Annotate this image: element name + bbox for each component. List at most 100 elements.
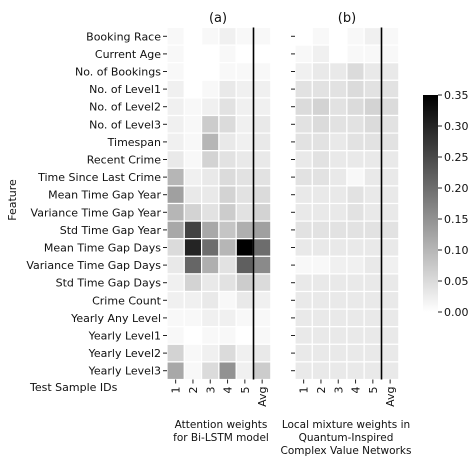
heatmap-cell-b-r17-c3 bbox=[346, 326, 365, 345]
heatmap-cell-a-r17-c3 bbox=[218, 326, 237, 345]
colorbar-tick-label-0: 0.35 bbox=[444, 89, 469, 102]
heatmap-cell-b-r1-c1 bbox=[311, 44, 331, 64]
heatmap-cell-a-r4-c2 bbox=[201, 97, 220, 117]
heatmap-cell-a-r11-c3 bbox=[218, 220, 237, 240]
heatmap-cell-a-r3-c2 bbox=[201, 79, 220, 99]
heatmap-cell-b-r11-c3 bbox=[346, 220, 365, 240]
panel-a-caption-line-2: for Bi-LSTM model bbox=[173, 432, 269, 444]
heatmap-cell-b-r1-c2 bbox=[329, 44, 348, 64]
heatmap-cell-a-r8-c3 bbox=[218, 167, 237, 187]
heatmap-cell-b-r18-c4 bbox=[363, 343, 383, 363]
heatmap-cell-a-r10-c0 bbox=[166, 202, 185, 222]
heatmap-cell-a-r14-c1 bbox=[183, 273, 203, 293]
heatmap-cell-b-r11-c0 bbox=[294, 220, 313, 240]
heatmap-cell-a-r13-c3 bbox=[218, 255, 237, 275]
heatmap-cell-a-r1-c3 bbox=[218, 44, 237, 64]
heatmap-cell-a-r14-c5 bbox=[252, 273, 272, 293]
heatmap-cell-a-r8-c2 bbox=[201, 167, 220, 187]
heatmap-cell-b-r16-c0 bbox=[294, 308, 313, 328]
heatmap-cell-a-r17-c2 bbox=[201, 326, 220, 345]
heatmap-cell-a-r6-c4 bbox=[235, 132, 255, 152]
heatmap-cell-b-r2-c2 bbox=[329, 62, 348, 81]
heatmap-cell-a-r14-c4 bbox=[235, 273, 255, 293]
heatmap-cell-b-r16-c3 bbox=[346, 308, 365, 328]
heatmap-cell-b-r11-c4 bbox=[363, 220, 383, 240]
heatmap-cell-a-r12-c3 bbox=[218, 238, 237, 257]
heatmap-cell-b-r8-c1 bbox=[311, 167, 331, 187]
heatmap-cell-b-r0-c3 bbox=[346, 26, 365, 46]
heatmap-cell-b-r0-c4 bbox=[363, 26, 383, 46]
heatmap-cell-b-r10-c0 bbox=[294, 202, 313, 222]
heatmap-cell-b-r10-c1 bbox=[311, 202, 331, 222]
heatmap-cell-a-r6-c0 bbox=[166, 132, 185, 152]
heatmap-cell-b-r4-c0 bbox=[294, 97, 313, 117]
heatmap-cell-b-r4-c3 bbox=[346, 97, 365, 117]
heatmap-cell-b-r17-c2 bbox=[329, 326, 348, 345]
heatmap-cell-a-r11-c2 bbox=[201, 220, 220, 240]
heatmap-cell-b-r6-c0 bbox=[294, 132, 313, 152]
heatmap-cell-a-r5-c4 bbox=[235, 114, 255, 134]
heatmap-cell-b-r1-c3 bbox=[346, 44, 365, 64]
heatmap-cell-b-r18-c1 bbox=[311, 343, 331, 363]
heatmap-cell-a-r19-c4 bbox=[235, 361, 255, 381]
heatmap-cell-b-r19-c2 bbox=[329, 361, 348, 381]
y-tick-label-5: No. of Level3 bbox=[89, 118, 161, 131]
heatmap-cell-b-r2-c4 bbox=[363, 62, 383, 81]
heatmap-cell-a-r2-c2 bbox=[201, 62, 220, 81]
heatmap-cell-b-r6-c4 bbox=[363, 132, 383, 152]
heatmap-cell-b-r4-c5 bbox=[380, 97, 400, 117]
heatmap-cell-a-r15-c3 bbox=[218, 290, 237, 310]
heatmap-cell-a-r1-c5 bbox=[252, 44, 272, 64]
heatmap-cell-b-r3-c4 bbox=[363, 79, 383, 99]
heatmap-cell-a-r11-c4 bbox=[235, 220, 255, 240]
heatmap-cell-b-r9-c0 bbox=[294, 185, 313, 205]
heatmap-cell-b-r8-c5 bbox=[380, 167, 400, 187]
heatmap-cell-b-r2-c3 bbox=[346, 62, 365, 81]
heatmap-cell-b-r13-c1 bbox=[311, 255, 331, 275]
heatmap-cell-a-r12-c2 bbox=[201, 238, 220, 257]
x-tick-label-b-4: 5 bbox=[367, 387, 380, 394]
y-tick-label-9: Mean Time Gap Year bbox=[48, 189, 161, 202]
x-tick-label-a-3: 4 bbox=[222, 387, 235, 394]
heatmap-cell-a-r8-c0 bbox=[166, 167, 185, 187]
panel-b-caption-line-2: Quantum-Inspired bbox=[299, 432, 394, 444]
heatmap-cell-a-r9-c5 bbox=[252, 185, 272, 205]
heatmap-cell-b-r18-c5 bbox=[380, 343, 400, 363]
heatmap-cell-b-r16-c5 bbox=[380, 308, 400, 328]
heatmap-cell-a-r19-c0 bbox=[166, 361, 185, 381]
heatmap-cell-a-r1-c1 bbox=[183, 44, 203, 64]
heatmap-cell-a-r10-c2 bbox=[201, 202, 220, 222]
heatmap-cell-a-r16-c1 bbox=[183, 308, 203, 328]
heatmap-cell-b-r15-c4 bbox=[363, 290, 383, 310]
heatmap-cell-a-r14-c2 bbox=[201, 273, 220, 293]
heatmap-cell-b-r9-c4 bbox=[363, 185, 383, 205]
heatmap-cell-a-r5-c3 bbox=[218, 114, 237, 134]
heatmap-cell-a-r8-c1 bbox=[183, 167, 203, 187]
heatmap-cell-b-r17-c5 bbox=[380, 326, 400, 345]
x-tick-label-b-1: 2 bbox=[315, 387, 328, 394]
heatmap-cell-b-r0-c2 bbox=[329, 26, 348, 46]
heatmap-cell-b-r14-c1 bbox=[311, 273, 331, 293]
panel-b-caption-line-3: Complex Value Networks bbox=[281, 445, 412, 457]
heatmap-cell-a-r4-c1 bbox=[183, 97, 203, 117]
heatmap-cell-a-r13-c4 bbox=[235, 255, 255, 275]
heatmap-cell-b-r16-c4 bbox=[363, 308, 383, 328]
heatmap-cell-a-r6-c2 bbox=[201, 132, 220, 152]
heatmap-cell-a-r13-c0 bbox=[166, 255, 185, 275]
x-tick-label-a-1: 2 bbox=[187, 387, 200, 394]
heatmap-cell-a-r12-c1 bbox=[183, 238, 203, 257]
heatmap-cell-b-r12-c0 bbox=[294, 238, 313, 257]
heatmap-cell-a-r11-c1 bbox=[183, 220, 203, 240]
heatmap-cell-a-r6-c1 bbox=[183, 132, 203, 152]
heatmap-cell-b-r9-c2 bbox=[329, 185, 348, 205]
heatmap-cell-b-r15-c0 bbox=[294, 290, 313, 310]
heatmap-cell-b-r7-c4 bbox=[363, 150, 383, 169]
heatmap-cell-b-r10-c3 bbox=[346, 202, 365, 222]
heatmap-cell-a-r3-c0 bbox=[166, 79, 185, 99]
y-tick-label-16: Yearly Any Level bbox=[70, 312, 161, 325]
heatmap-cell-b-r17-c1 bbox=[311, 326, 331, 345]
heatmap-cell-a-r11-c0 bbox=[166, 220, 185, 240]
heatmap-cell-b-r10-c5 bbox=[380, 202, 400, 222]
heatmap-cell-b-r11-c2 bbox=[329, 220, 348, 240]
heatmap-cell-b-r0-c5 bbox=[380, 26, 400, 46]
